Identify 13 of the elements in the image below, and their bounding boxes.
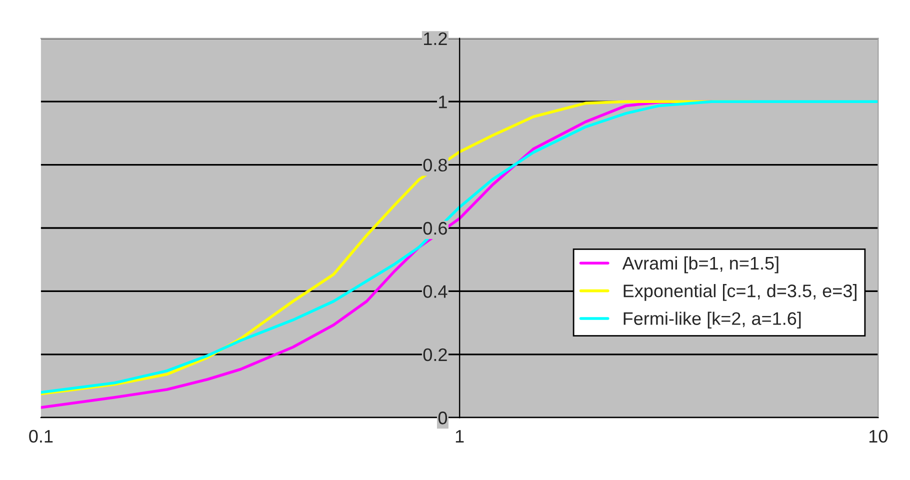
x-tick-label: 1 [456, 430, 464, 442]
x-tick-label: 0.1 [29, 430, 53, 443]
y-tick-label: 0.2 [423, 348, 447, 362]
y-tick-label: 1.2 [424, 32, 447, 45]
legend-label: Avrami [b=1, n=1.5] [622, 256, 778, 274]
y-tick-label: 0 [438, 412, 448, 424]
legend-label: Fermi-like [k=2, a=1.6] [624, 312, 801, 329]
y-tick-label: 0.4 [423, 285, 448, 298]
y-tick-label: 0.8 [423, 158, 447, 172]
y-tick-label: 0.6 [423, 222, 447, 235]
y-tick-label: 1 [439, 96, 447, 108]
x-tick-label: 10 [869, 430, 888, 443]
legend-label: Exponential [c=1, d=3.5, e=3] [624, 284, 856, 301]
